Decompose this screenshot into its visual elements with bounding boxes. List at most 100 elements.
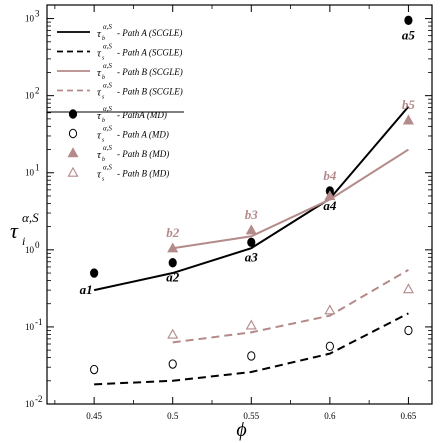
data-point-s6-2: [324, 190, 336, 201]
data-point-s5-4: [404, 325, 413, 336]
legend-label-5: - Path A (MD): [117, 130, 169, 140]
data-point-s4-2: [247, 237, 256, 248]
y-axis-title: τ i α,S: [10, 210, 39, 248]
y-tick-exp: 0: [35, 240, 40, 250]
y-tick-label-0: 10 -2: [25, 394, 43, 409]
y-tick-label-3: 10 1: [25, 163, 40, 178]
y-tick-exp: 3: [35, 9, 40, 19]
annotation-b3: b3: [245, 207, 259, 222]
plot-frame: [46, 4, 433, 405]
legend-entry-0: τ b α,S - Path A (SCGLE): [57, 23, 182, 42]
y-tick-exp: 1: [35, 163, 40, 173]
legend-sub-1: s: [102, 56, 105, 62]
y-axis-title-sub: i: [22, 234, 25, 248]
legend-tau-0: τ: [97, 28, 102, 40]
legend-sub-7: s: [102, 177, 105, 183]
legend-sup-7: α,S: [103, 164, 112, 172]
y-tick-label-4: 10 2: [25, 86, 40, 101]
legend-label-6: - Path B (MD): [117, 149, 169, 159]
legend-label-3: - Path B (SCGLE): [117, 87, 183, 97]
data-point-s5-3: [325, 341, 334, 352]
x-axis-title: ϕ: [236, 419, 246, 441]
legend-tau-2: τ: [97, 67, 102, 79]
legend-sub-2: b: [102, 75, 105, 81]
legend-entry-1: τ s α,S - Path A (SCGLE): [57, 43, 182, 62]
series-line-2: [172, 148, 409, 250]
y-axis-title-sup: α,S: [22, 210, 39, 225]
data-point-s5-1: [168, 359, 177, 369]
y-tick-base: 10: [25, 168, 35, 178]
annotation-b4: b4: [323, 168, 337, 183]
legend-tau-3: τ: [97, 87, 102, 99]
y-tick-label-1: 10 -1: [25, 317, 43, 332]
x-tick-label-3: 0.6: [324, 411, 336, 421]
legend-sub-5: s: [102, 138, 105, 144]
y-tick-base: 10: [25, 399, 35, 409]
legend-sub-4: b: [102, 118, 105, 124]
data-point-s7-1: [245, 319, 257, 330]
y-tick-label-5: 10 3: [25, 9, 40, 24]
legend-sup-6: α,S: [103, 144, 112, 152]
legend-sub-6: b: [102, 157, 105, 163]
data-point-s5-2: [247, 351, 256, 361]
annotation-a5: a5: [402, 27, 416, 42]
y-tick-exp: -2: [35, 394, 43, 404]
legend-label-0: - Path A (SCGLE): [117, 28, 182, 38]
series-line-1: [94, 312, 409, 386]
legend-sup-5: α,S: [103, 125, 112, 133]
annotation-a2: a2: [166, 270, 180, 285]
y-tick-base: 10: [25, 322, 35, 332]
annotation-b2: b2: [166, 225, 180, 240]
legend-sub-0: b: [102, 36, 105, 42]
annotation-a3: a3: [245, 249, 259, 264]
x-tick-label-4: 0.65: [401, 411, 417, 421]
y-tick-base: 10: [25, 91, 35, 101]
legend-tau-4: τ: [97, 110, 102, 122]
legend-label-4: - PathA (MD): [117, 110, 167, 120]
annotation-a1: a1: [80, 282, 93, 297]
legend-sup-2: α,S: [103, 62, 112, 70]
legend-sup-0: α,S: [103, 23, 112, 31]
legend-entry-5: τ s α,S - Path A (MD): [68, 125, 169, 144]
data-point-s6-0: [167, 242, 179, 253]
legend-swatch-4: [68, 109, 78, 119]
legend-entry-7: τ s α,S - Path B (MD): [67, 164, 169, 183]
data-point-s7-3: [402, 283, 414, 294]
x-tick-label-0: 0.45: [86, 411, 102, 421]
data-point-s4-1: [168, 258, 177, 268]
y-tick-base: 10: [25, 245, 35, 255]
data-point-s7-2: [324, 304, 336, 315]
legend-sup-4: α,S: [103, 105, 112, 113]
legend-sub-3: s: [102, 95, 105, 101]
data-point-s4-4: [404, 15, 413, 25]
legend-swatch-6: [67, 147, 79, 158]
data-point-s6-1: [245, 224, 257, 235]
data-point-s4-0: [90, 268, 99, 278]
legend-tau-5: τ: [97, 130, 102, 142]
data-point-s5-0: [90, 364, 99, 375]
legend-sup-3: α,S: [103, 82, 112, 90]
y-tick-exp: 2: [35, 86, 40, 96]
data-point-s7-0: [167, 328, 179, 339]
legend-label-1: - Path A (SCGLE): [117, 48, 182, 58]
legend-sup-1: α,S: [103, 43, 112, 51]
annotation-a4: a4: [323, 198, 337, 213]
legend-label-7: - Path B (MD): [117, 169, 169, 179]
legend-tau-1: τ: [97, 48, 102, 60]
x-tick-label-1: 0.5: [167, 411, 179, 421]
legend-swatch-5: [68, 128, 78, 139]
legend-tau-6: τ: [97, 149, 102, 161]
legend-entry-6: τ b α,S - Path B (MD): [67, 144, 169, 163]
series-line-0: [93, 106, 410, 292]
y-tick-exp: -1: [35, 317, 43, 327]
data-point-s6-3: [402, 114, 414, 125]
annotation-b5: b5: [402, 97, 416, 112]
y-tick-label-2: 10 0: [25, 240, 40, 255]
y-axis-title-tau: τ: [10, 218, 19, 243]
y-tick-base: 10: [25, 14, 35, 24]
legend-label-2: - Path B (SCGLE): [117, 67, 183, 77]
series-line-3: [172, 268, 409, 344]
legend-tau-7: τ: [97, 169, 102, 181]
x-tick-label-2: 0.55: [243, 411, 259, 421]
